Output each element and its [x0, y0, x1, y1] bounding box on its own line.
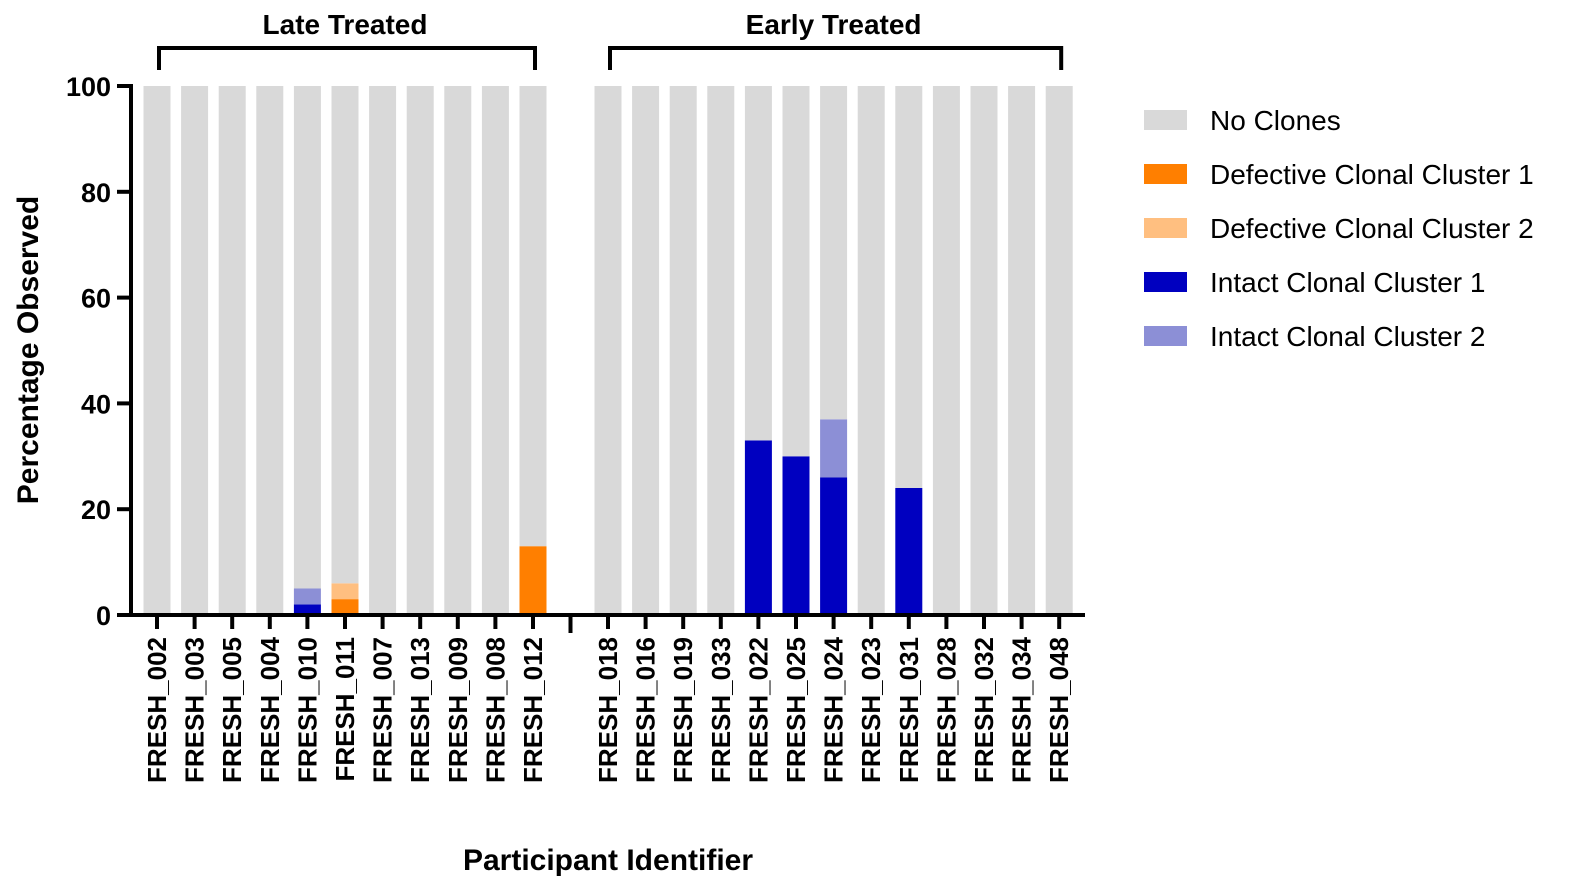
x-tick-label-fresh_004: FRESH_004: [255, 636, 285, 782]
bar-segment-no-clones-fresh_048: [1045, 86, 1073, 615]
bar-segment-defective-clonal-cluster-1-fresh_012: [519, 546, 547, 615]
bar-segment-no-clones-fresh_011: [331, 86, 359, 584]
legend-label-no-clones: No Clones: [1210, 105, 1341, 136]
x-tick-label-fresh_013: FRESH_013: [405, 637, 435, 783]
y-tick-label-60: 60: [81, 284, 111, 314]
bar-segment-no-clones-fresh_028: [932, 86, 960, 615]
legend-label-defective-clonal-cluster-2: Defective Clonal Cluster 2: [1210, 213, 1534, 244]
bar-segment-intact-clonal-cluster-2-fresh_024: [820, 419, 848, 478]
bar-segment-no-clones-fresh_024: [820, 86, 848, 420]
bar-segment-no-clones-fresh_022: [744, 86, 772, 441]
legend-swatch-intact-clonal-cluster-1: [1144, 272, 1187, 292]
bar-segment-no-clones-fresh_009: [444, 86, 472, 615]
bar-segment-defective-clonal-cluster-1-fresh_011: [331, 599, 359, 615]
y-tick-label-20: 20: [81, 495, 111, 525]
group-brackets: Late Treated Early Treated: [157, 9, 1064, 70]
bar-segment-no-clones-fresh_008: [481, 86, 509, 615]
legend-swatch-defective-clonal-cluster-2: [1144, 218, 1187, 238]
x-tick-label-fresh_028: FRESH_028: [931, 637, 961, 783]
group-title-late-treated: Late Treated: [263, 9, 428, 40]
x-tick-label-fresh_048: FRESH_048: [1044, 637, 1074, 783]
x-tick-label-fresh_002: FRESH_002: [142, 637, 172, 783]
x-tick-label-fresh_009: FRESH_009: [443, 637, 473, 783]
bar-segment-no-clones-fresh_018: [594, 86, 622, 615]
bar-segment-intact-clonal-cluster-1-fresh_025: [782, 456, 810, 615]
x-tick-label-fresh_012: FRESH_012: [518, 637, 548, 783]
bar-segment-no-clones-fresh_004: [256, 86, 284, 615]
x-tick-label-fresh_033: FRESH_033: [706, 637, 736, 783]
x-tick-label-fresh_023: FRESH_023: [856, 637, 886, 783]
x-tick-label-fresh_008: FRESH_008: [480, 637, 510, 783]
y-axis-title: Percentage Observed: [12, 196, 45, 504]
bar-segment-no-clones-fresh_025: [782, 86, 810, 457]
bar-segment-no-clones-fresh_034: [1008, 86, 1036, 615]
x-tick-label-fresh_016: FRESH_016: [631, 637, 661, 783]
bar-segment-no-clones-fresh_023: [857, 86, 885, 615]
x-tick-label-fresh_018: FRESH_018: [593, 637, 623, 783]
legend: No Clones Defective Clonal Cluster 1 Defec…: [1144, 105, 1534, 352]
bar-segment-intact-clonal-cluster-1-fresh_010: [293, 604, 321, 615]
bar-segment-no-clones-fresh_013: [406, 86, 434, 615]
bar-segment-no-clones-fresh_033: [707, 86, 735, 615]
x-tick-label-fresh_031: FRESH_031: [894, 637, 924, 783]
y-tick-label-40: 40: [81, 389, 111, 419]
y-tick-label-80: 80: [81, 178, 111, 208]
bar-segment-no-clones-fresh_010: [293, 86, 321, 589]
x-tick-label-fresh_007: FRESH_007: [368, 637, 398, 783]
group-bracket-late-treated: [157, 46, 537, 70]
x-tick-label-fresh_010: FRESH_010: [292, 637, 322, 783]
x-tick-label-fresh_032: FRESH_032: [969, 637, 999, 783]
x-tick-label-fresh_034: FRESH_034: [1007, 636, 1037, 782]
bar-segment-intact-clonal-cluster-1-fresh_024: [820, 477, 848, 615]
bar-segment-no-clones-fresh_005: [218, 86, 246, 615]
y-tick-label-100: 100: [66, 72, 111, 102]
bar-segment-intact-clonal-cluster-1-fresh_031: [895, 488, 923, 615]
legend-label-intact-clonal-cluster-2: Intact Clonal Cluster 2: [1210, 321, 1485, 352]
x-tick-label-fresh_022: FRESH_022: [743, 637, 773, 783]
x-tick-label-fresh_019: FRESH_019: [668, 637, 698, 783]
legend-swatch-defective-clonal-cluster-1: [1144, 164, 1187, 184]
x-tick-label-fresh_025: FRESH_025: [781, 637, 811, 783]
y-axis-ticks: 0 20 40 60 80 100: [66, 72, 131, 631]
bar-segment-intact-clonal-cluster-2-fresh_010: [293, 588, 321, 605]
x-axis-title: Participant Identifier: [463, 844, 753, 877]
x-tick-label-fresh_024: FRESH_024: [819, 636, 849, 782]
legend-label-defective-clonal-cluster-1: Defective Clonal Cluster 1: [1210, 159, 1534, 190]
x-tick-label-fresh_005: FRESH_005: [217, 637, 247, 783]
bar-segment-no-clones-fresh_016: [632, 86, 660, 615]
bar-stacks: [143, 86, 1073, 615]
y-tick-label-0: 0: [96, 601, 111, 631]
legend-swatch-no-clones: [1144, 110, 1187, 130]
bar-segment-no-clones-fresh_031: [895, 86, 923, 488]
bar-segment-no-clones-fresh_012: [519, 86, 547, 547]
x-tick-label-fresh_003: FRESH_003: [180, 637, 210, 783]
bar-segment-no-clones-fresh_019: [669, 86, 697, 615]
group-title-early-treated: Early Treated: [746, 9, 922, 40]
legend-swatch-intact-clonal-cluster-2: [1144, 326, 1187, 346]
legend-label-intact-clonal-cluster-1: Intact Clonal Cluster 1: [1210, 267, 1485, 298]
x-tick-label-fresh_011: FRESH_011: [330, 637, 360, 782]
bar-segment-defective-clonal-cluster-2-fresh_011: [331, 583, 359, 600]
bar-segment-intact-clonal-cluster-1-fresh_022: [744, 440, 772, 615]
x-axis-ticks: FRESH_002 FRESH_003 FRESH_005 FRESH_004 FRES…: [142, 615, 1074, 783]
bar-segment-no-clones-fresh_007: [369, 86, 397, 615]
bar-segment-no-clones-fresh_003: [181, 86, 209, 615]
group-bracket-early-treated: [608, 46, 1064, 70]
bar-segment-no-clones-fresh_032: [970, 86, 998, 615]
bar-segment-no-clones-fresh_002: [143, 86, 171, 615]
